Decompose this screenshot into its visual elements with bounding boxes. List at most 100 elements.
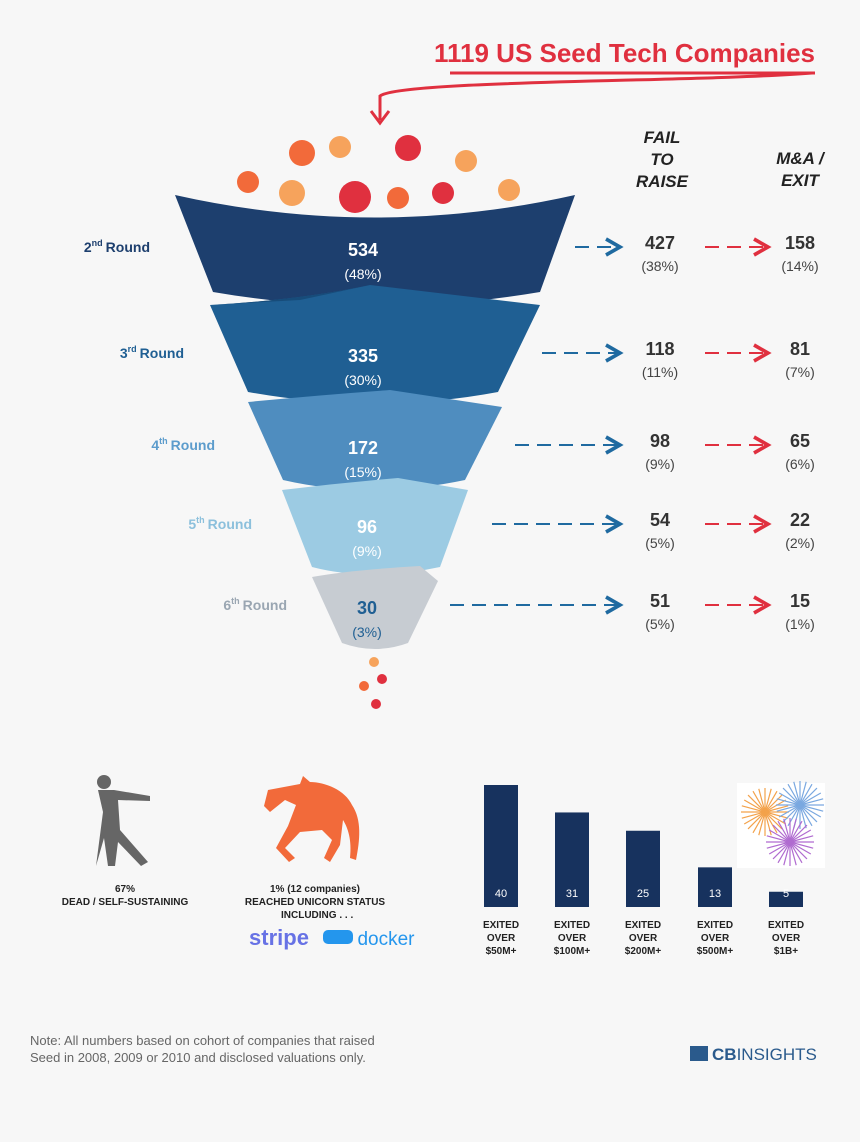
funnel-count: 30 bbox=[357, 598, 377, 618]
firework-ray bbox=[787, 783, 801, 806]
firework-ray bbox=[752, 811, 766, 834]
bar-category: EXITED OVER $500M+ bbox=[696, 920, 734, 957]
firework-ray bbox=[799, 804, 818, 823]
round-suffix: th bbox=[159, 436, 168, 446]
bar-value-label: 13 bbox=[709, 888, 721, 900]
bar-category: EXITED OVER $200M+ bbox=[624, 920, 662, 957]
firework-ray bbox=[741, 811, 766, 819]
dead-label: DEAD / SELF-SUSTAINING bbox=[62, 897, 189, 908]
note: Seed in 2008, 2009 or 2010 and disclosed… bbox=[30, 1050, 366, 1065]
firework-ray bbox=[789, 835, 814, 843]
exit-count: 15 bbox=[790, 591, 810, 611]
note: Note: All numbers based on cohort of com… bbox=[30, 1033, 375, 1048]
stripe-logo: stripe bbox=[249, 925, 309, 950]
fireworks bbox=[737, 781, 825, 868]
fail-count: 427 bbox=[645, 233, 675, 253]
firework-ray bbox=[758, 788, 766, 813]
title: 1119 US Seed Tech Companies bbox=[434, 38, 815, 68]
firework-ray bbox=[764, 805, 789, 813]
brand: CBINSIGHTS bbox=[712, 1045, 817, 1064]
firework-ray bbox=[764, 811, 787, 825]
firework-ray bbox=[789, 829, 812, 843]
firework-ray bbox=[764, 811, 789, 819]
firework-ray bbox=[783, 818, 791, 843]
bar-category: EXITED OVER $50M+ bbox=[482, 920, 520, 957]
exit-count: 65 bbox=[790, 431, 810, 451]
firework-ray bbox=[772, 824, 791, 843]
fail-share: (5%) bbox=[645, 535, 675, 551]
fail-count: 54 bbox=[650, 510, 670, 530]
funnel-share: (48%) bbox=[344, 266, 381, 282]
unicorn-line2: INCLUDING . . . bbox=[281, 910, 353, 921]
firework-ray bbox=[764, 790, 778, 813]
brand-rest: INSIGHTS bbox=[737, 1045, 817, 1064]
firework-ray bbox=[764, 788, 772, 813]
firework-ray bbox=[772, 841, 791, 860]
fail-header: RAISE bbox=[636, 172, 689, 191]
firework-ray bbox=[766, 841, 791, 849]
firework-ray bbox=[764, 794, 783, 813]
firework-ray bbox=[789, 841, 803, 864]
title-arrow bbox=[378, 71, 813, 120]
fail-share: (9%) bbox=[645, 456, 675, 472]
exit-share: (7%) bbox=[785, 364, 815, 380]
balls bbox=[237, 135, 520, 709]
firework-ray bbox=[747, 794, 766, 813]
fail-share: (5%) bbox=[645, 616, 675, 632]
firework-ray bbox=[789, 841, 808, 860]
firework-ray bbox=[789, 841, 812, 855]
bar bbox=[484, 785, 518, 907]
bar bbox=[698, 867, 732, 907]
bar bbox=[626, 830, 660, 907]
bar-value-label: 5 bbox=[783, 888, 789, 900]
round-number: 6 bbox=[223, 597, 231, 613]
firework-ray bbox=[782, 787, 801, 806]
funnel bbox=[175, 195, 575, 649]
round-word: Round bbox=[171, 437, 215, 453]
round-word: Round bbox=[140, 345, 184, 361]
firework-ray bbox=[799, 798, 824, 806]
firework-ray bbox=[764, 811, 783, 830]
round-number: 5 bbox=[188, 516, 196, 532]
docker-logo: docker bbox=[357, 929, 415, 950]
fail-share: (38%) bbox=[641, 258, 678, 274]
funnel-share: (9%) bbox=[352, 543, 382, 559]
brand-bold: CB bbox=[712, 1045, 737, 1064]
fail-share: (11%) bbox=[642, 364, 678, 380]
exit-share: (1%) bbox=[785, 616, 815, 632]
unicorn-icon bbox=[264, 776, 360, 862]
firework-ray bbox=[789, 824, 808, 843]
firework-ray bbox=[799, 787, 818, 806]
firework-ray bbox=[789, 841, 814, 849]
round-label: 5th Round bbox=[188, 515, 252, 532]
round-number: 3 bbox=[120, 345, 128, 361]
firework-ray bbox=[799, 781, 807, 806]
round-suffix: rd bbox=[128, 344, 137, 354]
exit-share: (2%) bbox=[785, 535, 815, 551]
unicorn-share: 1% (12 companies) bbox=[270, 884, 360, 895]
firework-ray bbox=[752, 790, 766, 813]
firework-ray bbox=[782, 804, 801, 823]
zombie-head bbox=[97, 775, 111, 789]
round-label: 4th Round bbox=[151, 436, 215, 453]
exit-header: M&A / bbox=[776, 149, 826, 168]
fail-header: TO bbox=[650, 150, 673, 169]
firework-ray bbox=[789, 820, 803, 843]
fail-count: 51 bbox=[650, 591, 670, 611]
firework-ray bbox=[789, 841, 797, 866]
round-suffix: nd bbox=[92, 238, 103, 248]
firework-ray bbox=[799, 804, 813, 827]
zombie-icon bbox=[96, 775, 150, 866]
bar-value-label: 31 bbox=[566, 888, 578, 900]
exit-count: 158 bbox=[785, 233, 815, 253]
funnel-count: 172 bbox=[348, 438, 378, 458]
firework-ray bbox=[764, 811, 778, 834]
bar bbox=[555, 812, 589, 907]
exit-share: (6%) bbox=[785, 456, 815, 472]
firework-ray bbox=[764, 799, 787, 813]
exit-count: 81 bbox=[790, 339, 810, 359]
funnel-share: (15%) bbox=[344, 464, 381, 480]
round-number: 4 bbox=[151, 437, 159, 453]
firework-ray bbox=[747, 811, 766, 830]
